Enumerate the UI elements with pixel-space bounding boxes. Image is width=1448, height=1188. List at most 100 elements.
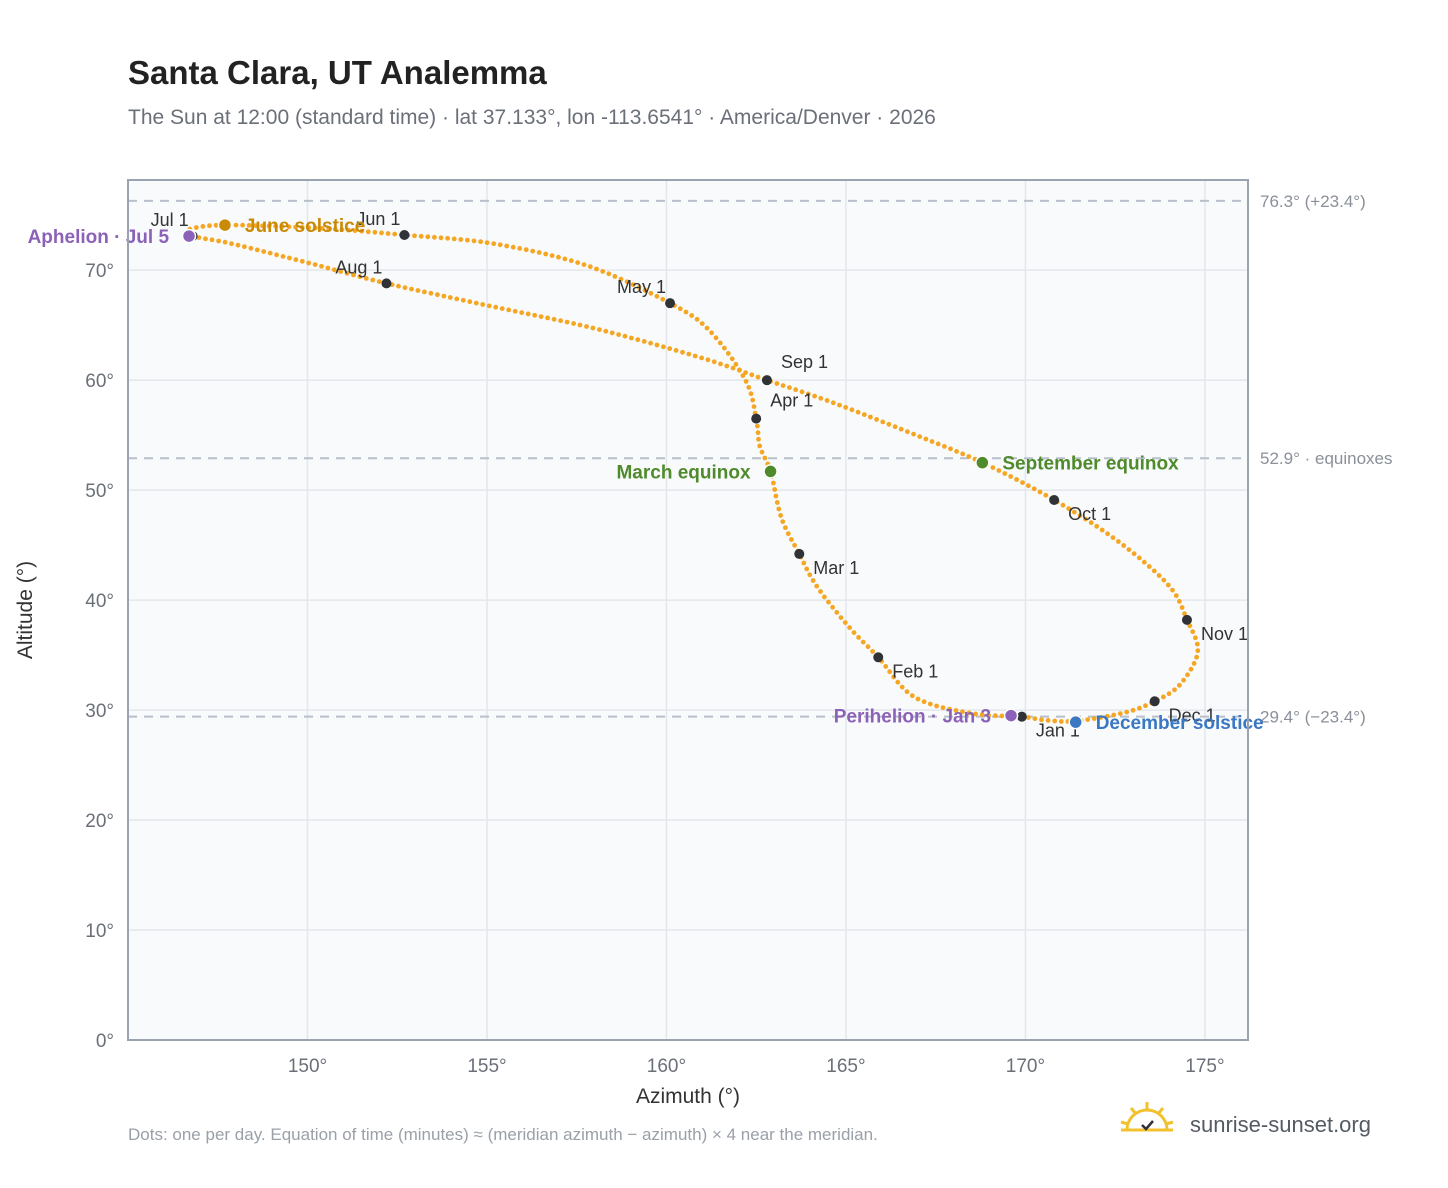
daily-sun-dot: [870, 649, 875, 654]
daily-sun-dot: [895, 679, 901, 685]
daily-sun-dot: [209, 237, 215, 243]
page-subtitle: The Sun at 12:00 (standard time) · lat 3…: [128, 106, 936, 129]
daily-sun-dot: [425, 234, 431, 240]
daily-sun-dot: [261, 249, 267, 254]
daily-sun-dot: [1031, 486, 1037, 492]
daily-sun-dot: [948, 446, 953, 452]
daily-sun-dot: [1156, 573, 1162, 578]
month-marker-dot: [665, 298, 676, 309]
daily-sun-dot: [1026, 483, 1031, 489]
daily-sun-dot: [584, 324, 589, 329]
daily-sun-dot: [780, 519, 786, 524]
daily-sun-dot: [523, 247, 529, 253]
daily-sun-dot: [635, 337, 641, 343]
daily-sun-dot: [1066, 506, 1072, 511]
brand-logo: [1120, 1102, 1174, 1132]
daily-sun-dot: [923, 436, 929, 442]
daily-sun-dot: [699, 355, 704, 361]
daily-sun-dot: [636, 285, 642, 290]
reference-line-label: 29.4° (−23.4°): [1260, 708, 1366, 727]
y-tick-label: 40°: [85, 591, 114, 612]
daily-sun-dot: [274, 252, 279, 258]
month-marker-label: Mar 1: [813, 558, 859, 578]
daily-sun-dot: [536, 250, 542, 255]
daily-sun-dot: [722, 345, 727, 351]
daily-sun-dot: [801, 560, 807, 566]
daily-sun-dot: [306, 260, 312, 266]
daily-sun-dot: [771, 480, 776, 486]
daily-sun-dot: [1130, 707, 1136, 713]
daily-sun-dot: [724, 363, 730, 369]
plot-area: [128, 180, 1248, 1040]
daily-sun-dot: [451, 236, 457, 242]
daily-sun-dot: [478, 239, 483, 245]
daily-sun-dot: [1151, 568, 1157, 574]
daily-sun-dot: [673, 348, 679, 353]
daily-sun-dot: [235, 242, 241, 248]
daily-sun-dot: [947, 706, 952, 712]
check-icon: [1141, 1120, 1154, 1131]
reference-line-label: 52.9° · equinoxes: [1260, 449, 1393, 468]
daily-sun-dot: [1032, 716, 1038, 722]
daily-sun-dot: [629, 335, 634, 341]
y-tick-label: 60°: [85, 371, 114, 392]
daily-sun-dot: [842, 620, 848, 625]
daily-sun-dot: [229, 241, 234, 247]
daily-sun-dot: [564, 319, 570, 325]
daily-sun-dot: [587, 264, 593, 270]
daily-sun-dot: [200, 224, 206, 229]
daily-sun-dot: [1099, 527, 1105, 533]
daily-sun-dot: [568, 258, 574, 264]
daily-sun-dot: [240, 222, 246, 228]
daily-sun-dot: [1188, 666, 1194, 672]
daily-sun-dot: [193, 225, 199, 230]
daily-sun-dot: [379, 230, 384, 236]
daily-sun-dot: [1136, 555, 1142, 561]
daily-sun-dot: [996, 468, 1002, 473]
daily-sun-dot: [319, 263, 324, 269]
daily-sun-dot: [606, 271, 612, 277]
daily-sun-dot: [807, 572, 813, 578]
daily-sun-dot: [293, 257, 299, 263]
daily-sun-dot: [1124, 709, 1130, 715]
daily-sun-dot: [709, 330, 714, 336]
brand-name[interactable]: sunrise-sunset.org: [1190, 1112, 1371, 1137]
daily-sun-dot: [648, 290, 654, 296]
daily-sun-dot: [612, 274, 618, 279]
daily-sun-dot: [273, 223, 279, 229]
x-tick-label: 165°: [826, 1056, 865, 1077]
x-tick-label: 155°: [467, 1056, 506, 1077]
daily-sun-dot: [242, 244, 247, 250]
daily-sun-dot: [1098, 715, 1104, 720]
daily-sun-dot: [1166, 691, 1172, 697]
daily-sun-dot: [986, 713, 992, 718]
daily-sun-dot: [812, 393, 817, 399]
daily-sun-dot: [1043, 492, 1049, 498]
daily-sun-dot: [493, 304, 499, 310]
daily-sun-dot: [1008, 474, 1014, 479]
daily-sun-dot: [216, 238, 222, 244]
daily-sun-dot: [641, 339, 647, 344]
daily-sun-dot: [689, 313, 695, 318]
daily-sun-dot: [499, 306, 505, 311]
daily-sun-dot: [1091, 716, 1097, 721]
daily-sun-dot: [312, 262, 318, 267]
y-tick-label: 10°: [85, 921, 114, 942]
daily-sun-dot: [445, 235, 450, 241]
daily-sun-dot: [415, 288, 421, 293]
daily-sun-dot: [804, 566, 810, 572]
daily-sun-dot: [730, 365, 736, 371]
daily-sun-dot: [953, 708, 959, 713]
daily-sun-dot: [1177, 599, 1182, 604]
daily-sun-dot: [725, 351, 731, 356]
daily-sun-dot: [1194, 641, 1200, 647]
daily-sun-dot: [692, 353, 698, 359]
daily-sun-dot: [1170, 587, 1175, 593]
month-marker-label: Oct 1: [1068, 504, 1111, 524]
event-marker-label: June solstice: [245, 216, 365, 237]
daily-sun-dot: [558, 318, 563, 324]
daily-sun-dot: [865, 644, 871, 650]
daily-sun-dot: [313, 225, 318, 231]
daily-sun-dot: [458, 237, 464, 242]
daily-sun-dot: [1077, 513, 1083, 518]
